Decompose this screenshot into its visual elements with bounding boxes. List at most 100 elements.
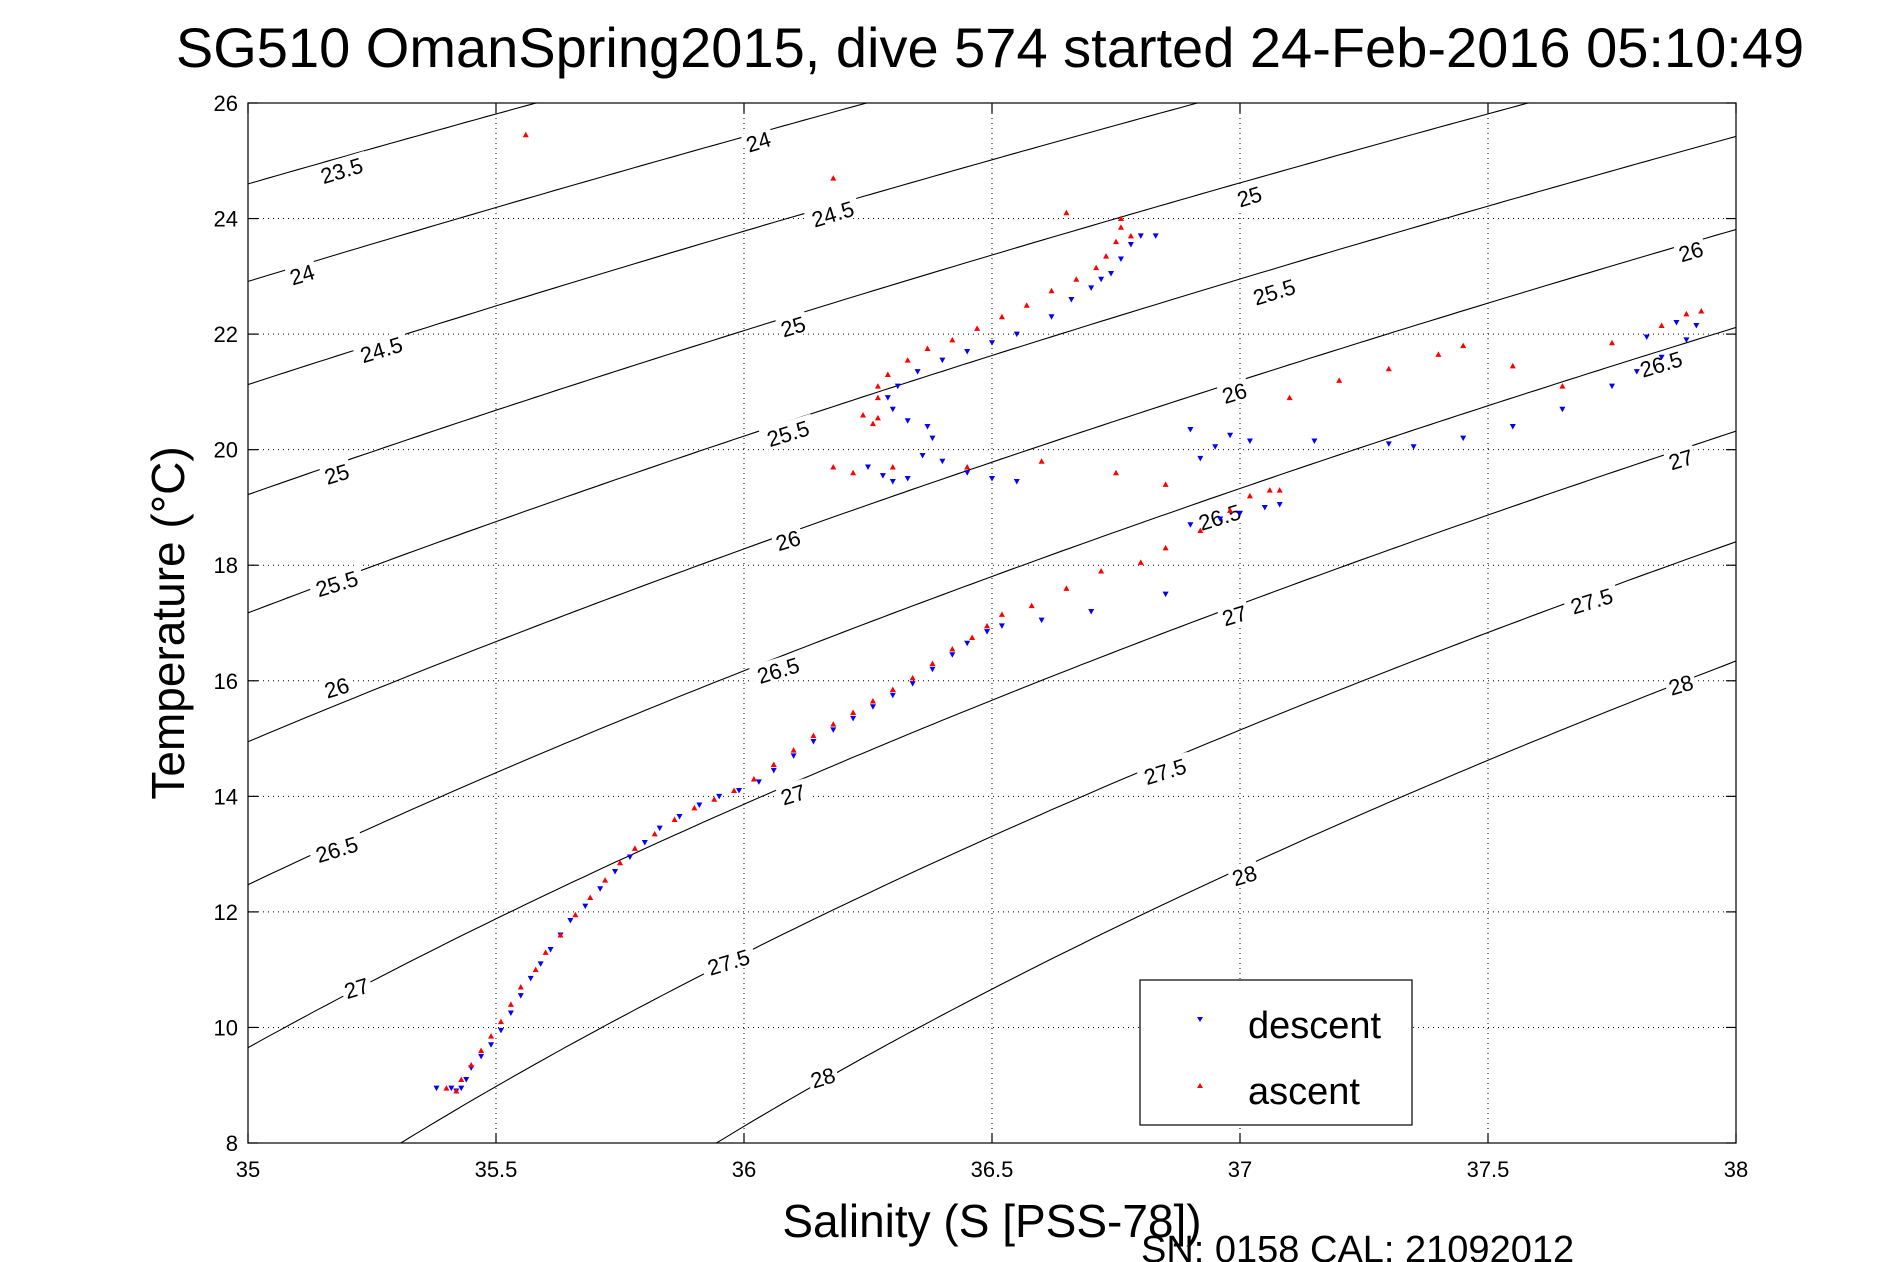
contour-label-bg — [307, 829, 366, 867]
ascent-point — [488, 1033, 495, 1039]
descent-point — [909, 681, 916, 687]
descent-point — [1127, 242, 1134, 248]
descent-point — [1693, 322, 1700, 329]
legend-ascent-marker — [1197, 1083, 1203, 1088]
ascent-point — [1098, 568, 1105, 574]
ascent-point — [860, 412, 867, 418]
ascent-point — [1113, 238, 1119, 245]
descent-point — [1633, 369, 1640, 375]
ascent-point — [984, 622, 991, 629]
chart-title: SG510 OmanSpring2015, dive 574 started 2… — [176, 16, 1804, 79]
descent-point — [488, 1042, 495, 1048]
ascent-point — [1162, 544, 1169, 551]
isopycnal-line — [248, 103, 1200, 386]
ascent-point — [1197, 527, 1204, 534]
ascent-point — [1137, 559, 1144, 565]
ascent-point — [517, 984, 524, 990]
y-tick-label: 10 — [214, 1015, 238, 1040]
contour-label-bg — [775, 778, 811, 809]
contour-label-bg — [1226, 859, 1262, 890]
contour-label-bg — [318, 457, 354, 488]
descent-point — [1559, 406, 1566, 413]
descent-point — [850, 715, 857, 722]
ascent-point — [1683, 310, 1690, 317]
contour-label-bg — [312, 151, 371, 188]
y-axis-label: Temperature (°C) — [142, 446, 194, 799]
ascent-point — [542, 949, 549, 955]
contour-label-bg — [803, 194, 862, 232]
descent-point — [448, 1085, 455, 1092]
ascent-point — [532, 966, 539, 973]
ascent-point — [810, 732, 817, 739]
descent-point — [949, 652, 956, 658]
contour-label-bg — [804, 1061, 841, 1092]
descent-point — [1683, 337, 1690, 343]
ascent-point — [1509, 362, 1516, 369]
contour-label-bg — [1216, 377, 1252, 407]
ascent-point — [850, 469, 857, 476]
ascent-point — [671, 816, 678, 822]
x-tick-label: 36 — [732, 1157, 756, 1182]
ascent-point — [651, 830, 658, 837]
descent-point — [964, 640, 971, 647]
descent-point — [904, 418, 911, 424]
descent-point — [1212, 444, 1219, 450]
descent-point — [889, 478, 896, 485]
descent-point — [1410, 444, 1417, 450]
descent-point — [1246, 438, 1253, 444]
ascent-point — [631, 845, 638, 851]
ascent-point — [617, 859, 623, 866]
descent-point — [1509, 424, 1516, 430]
ascent-point — [790, 747, 797, 753]
ascent-point — [587, 894, 594, 900]
ascent-point — [1336, 377, 1343, 383]
contour-label-bg — [1216, 599, 1252, 630]
ascent-point — [874, 414, 881, 421]
descent-point — [865, 464, 871, 470]
ascent-point — [522, 131, 529, 138]
contour-label-bg — [318, 671, 354, 702]
descent-point — [1187, 522, 1194, 528]
contour-label-bg — [748, 650, 807, 688]
descent-point — [626, 854, 633, 860]
contour-label: 24 — [284, 258, 320, 290]
isopycnal-line — [248, 228, 1736, 743]
legend-ascent-label: ascent — [1248, 1071, 1360, 1113]
descent-point — [478, 1053, 485, 1060]
isopycnal-line — [248, 103, 539, 185]
contour-label-bg — [1662, 443, 1699, 474]
contour-label: 25 — [1231, 180, 1267, 212]
y-axis-ticks: 8 10 12 14 16 18 20 22 24 26 — [214, 91, 1736, 1156]
contour-label-bg — [284, 258, 320, 289]
y-tick-label: 8 — [226, 1131, 238, 1156]
ascent-point — [904, 357, 911, 363]
ascent-point — [869, 420, 876, 427]
ascent-point — [924, 345, 931, 352]
descent-point — [1311, 438, 1318, 444]
descent-point — [929, 435, 936, 442]
ascent-point — [969, 634, 976, 640]
contour-label-bg — [699, 942, 758, 980]
descent-point — [989, 340, 995, 346]
isopycnal-line — [399, 541, 1736, 1143]
ascent-point — [557, 932, 564, 938]
descent-point — [869, 704, 876, 710]
ascent-point — [929, 660, 936, 666]
y-tick-label: 18 — [214, 553, 238, 578]
ascent-point — [974, 325, 981, 331]
ascent-point — [1023, 302, 1030, 308]
x-tick-label: 36.5 — [971, 1157, 1014, 1182]
descent-point — [1152, 233, 1159, 239]
ascent-point — [1028, 602, 1035, 609]
ascent-point — [1038, 458, 1045, 464]
contour-label-bg — [1662, 668, 1699, 699]
x-tick-label: 35.5 — [475, 1157, 518, 1182]
ascent-point — [874, 383, 881, 389]
ascent-point — [1698, 308, 1705, 314]
y-tick-label: 12 — [214, 900, 238, 925]
descent-point — [1276, 502, 1283, 508]
contour-label: 26 — [1216, 377, 1252, 409]
descent-point — [1117, 256, 1124, 262]
descent-point — [612, 868, 619, 875]
ascent-point — [1048, 287, 1055, 294]
